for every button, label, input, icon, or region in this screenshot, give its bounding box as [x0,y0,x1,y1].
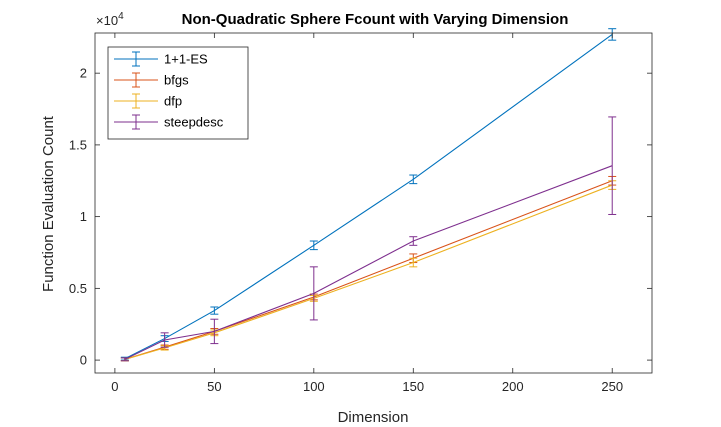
series-line [124,184,613,360]
y-tick-label: 0 [80,353,87,368]
series-steepdesc [120,116,617,362]
series-line [124,33,613,360]
legend-label: 1+1-ES [164,52,208,67]
x-tick-label: 250 [601,379,623,394]
legend[interactable]: 1+1-ES bfgs dfp steepdesc [107,46,249,140]
series-line [124,180,613,360]
legend-label: steepdesc [164,115,224,130]
x-tick-label: 0 [111,379,118,394]
axes: 0 50 100 150 200 250 0 0.5 1 1.5 2 [69,32,653,394]
y-axis-exponent-power: 4 [118,11,124,22]
chart-title: Non-Quadratic Sphere Fcount with Varying… [182,11,569,28]
x-tick-label: 100 [303,379,325,394]
series-group [120,28,617,362]
series-line [124,165,613,360]
legend-box [107,46,249,140]
x-tick-label: 200 [502,379,524,394]
y-axis-exponent-base: ×10 [96,13,118,28]
x-tick-label: 150 [402,379,424,394]
x-tick-label: 50 [207,379,221,394]
legend-label: dfp [164,94,182,109]
legend-label: bfgs [164,73,189,88]
y-tick-label: 2 [80,66,87,81]
plot-box [94,32,653,374]
y-axis-exponent: ×104 [96,11,124,28]
y-tick-label: 0.5 [69,281,87,296]
y-tick-label: 1 [80,209,87,224]
y-axis-label: Function Evaluation Count [40,115,57,292]
y-tick-label: 1.5 [69,137,87,152]
x-axis-label: Dimension [338,409,409,426]
